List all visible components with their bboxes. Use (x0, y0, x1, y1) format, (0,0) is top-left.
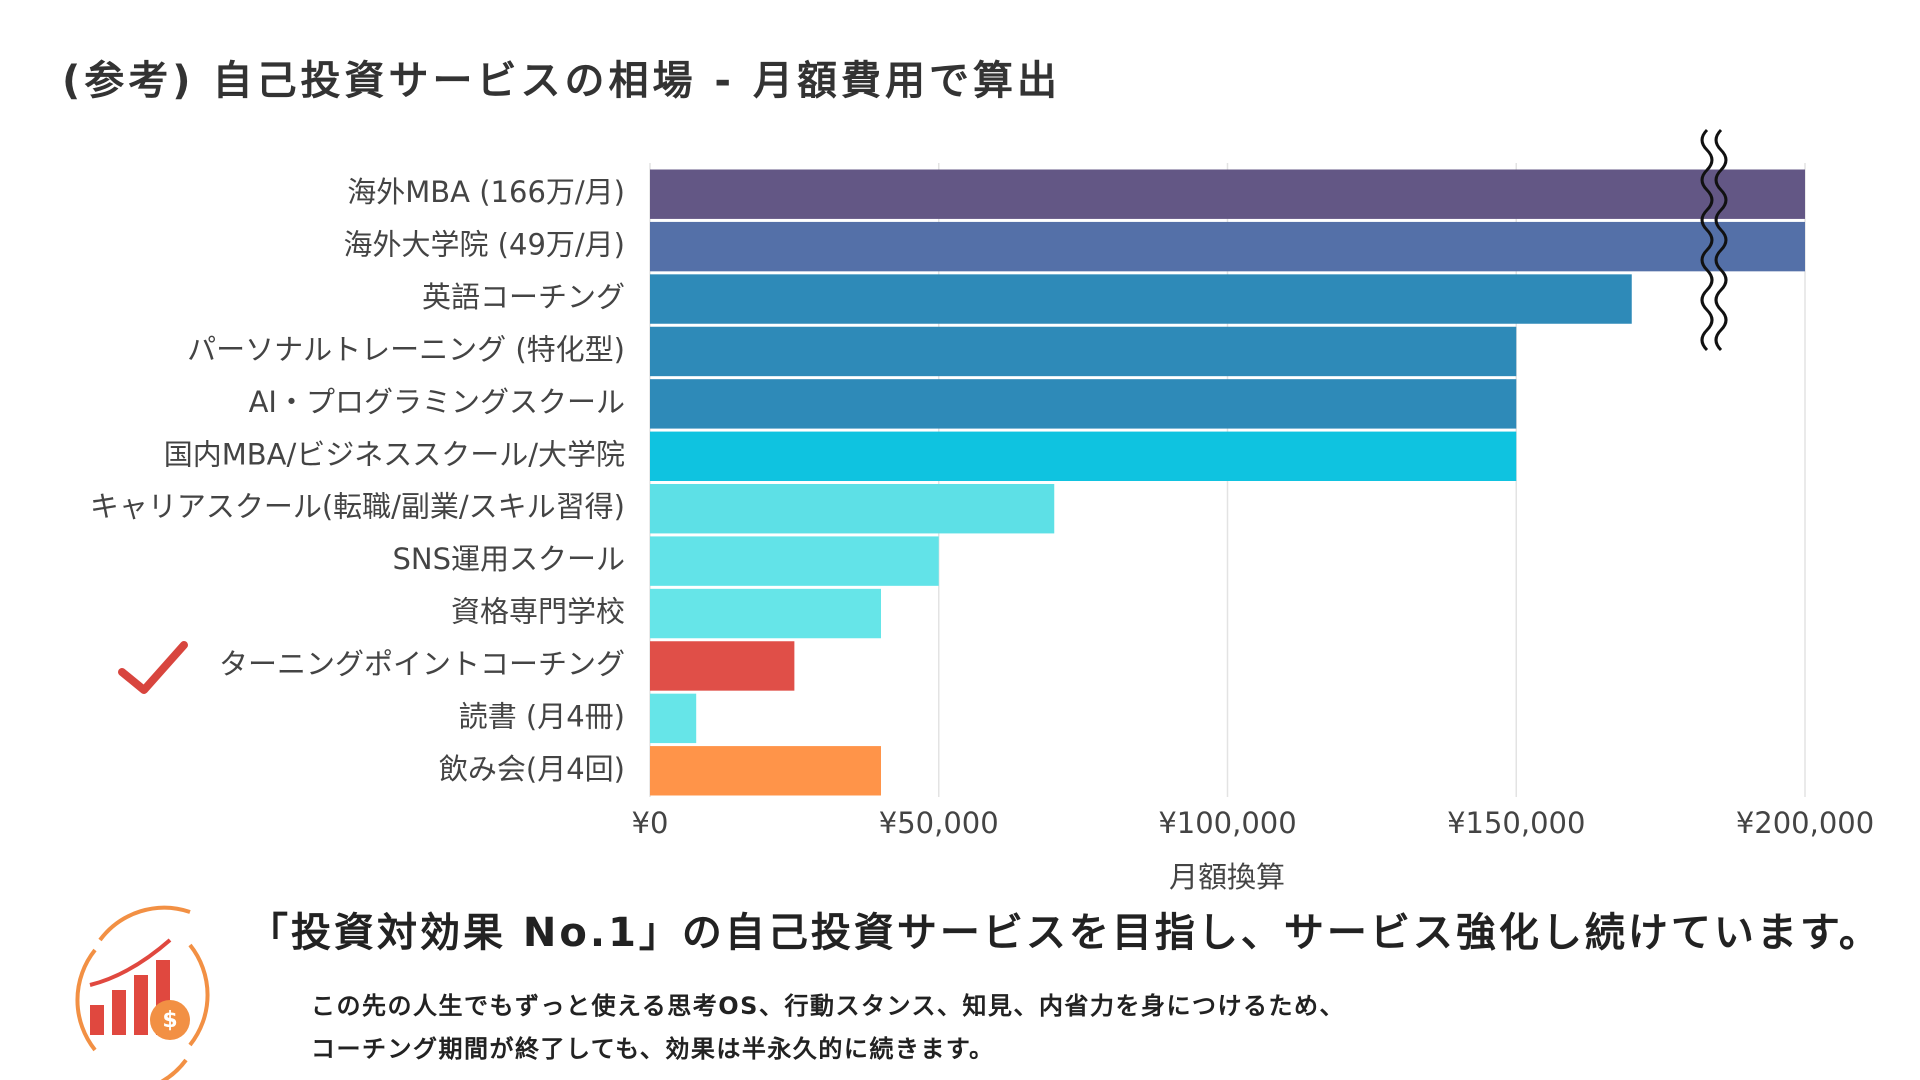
y-tick-label: 資格専門学校 (451, 595, 625, 629)
bar (650, 484, 1055, 534)
x-tick-label: ¥50,000 (879, 806, 999, 840)
svg-text:$: $ (162, 1008, 177, 1033)
plot: ¥0 ¥50,000 ¥100,000 ¥150,000 ¥200,000 海外MBA (… (90, 163, 1874, 840)
y-tick-label: ターニングポイントコーチング (219, 647, 625, 681)
y-tick-label: パーソナルトレーニング (特化型) (187, 332, 625, 366)
x-axis-label: 月額換算 (1169, 860, 1285, 894)
bar (650, 693, 697, 744)
x-tick-label: ¥150,000 (1447, 806, 1585, 840)
bar (650, 326, 1517, 377)
bar (650, 169, 1805, 219)
x-tick-label: ¥200,000 (1736, 806, 1874, 840)
bar (650, 641, 795, 691)
axis-break (1700, 128, 1728, 352)
y-tick-label: 英語コーチング (422, 280, 625, 314)
bar (650, 221, 1805, 272)
bar (650, 536, 939, 586)
bar (650, 379, 1517, 429)
x-tick-label: ¥100,000 (1158, 806, 1296, 840)
footer-line: コーチング期間が終了しても、効果は半永久的に続きます。 (311, 1035, 994, 1063)
y-tick-label: 飲み会(月4回) (439, 752, 625, 786)
chart-title: (参考) 自己投資サービスの相場 - 月額費用で算出 (62, 58, 1061, 104)
footer-heading: 「投資対効果 No.1」の自己投資サービスを目指し、サービス強化し続けています。 (248, 910, 1882, 956)
y-tick-label: AI・プログラミングスクール (249, 385, 625, 419)
check-mark (118, 641, 188, 694)
y-tick-label: SNS運用スクール (392, 542, 625, 576)
y-tick-label: キャリアスクール(転職/副業/スキル習得) (90, 490, 625, 524)
bar (650, 431, 1517, 481)
icon: $ (75, 905, 210, 1080)
y-tick-label: 国内MBA/ビジネススクール/大学院 (164, 437, 625, 471)
bar (650, 274, 1632, 324)
footer-line: この先の人生でもずっと使える思考OS、行動スタンス、知見、内省力を身につけるため… (311, 992, 1345, 1020)
y-tick-label: 海外MBA (166万/月) (347, 175, 625, 209)
y-tick-label: 読書 (月4冊) (459, 699, 625, 733)
bar (650, 746, 881, 796)
x-tick-label: ¥0 (632, 806, 669, 840)
y-tick-label: 海外大学院 (49万/月) (343, 228, 625, 262)
bar (650, 588, 881, 639)
